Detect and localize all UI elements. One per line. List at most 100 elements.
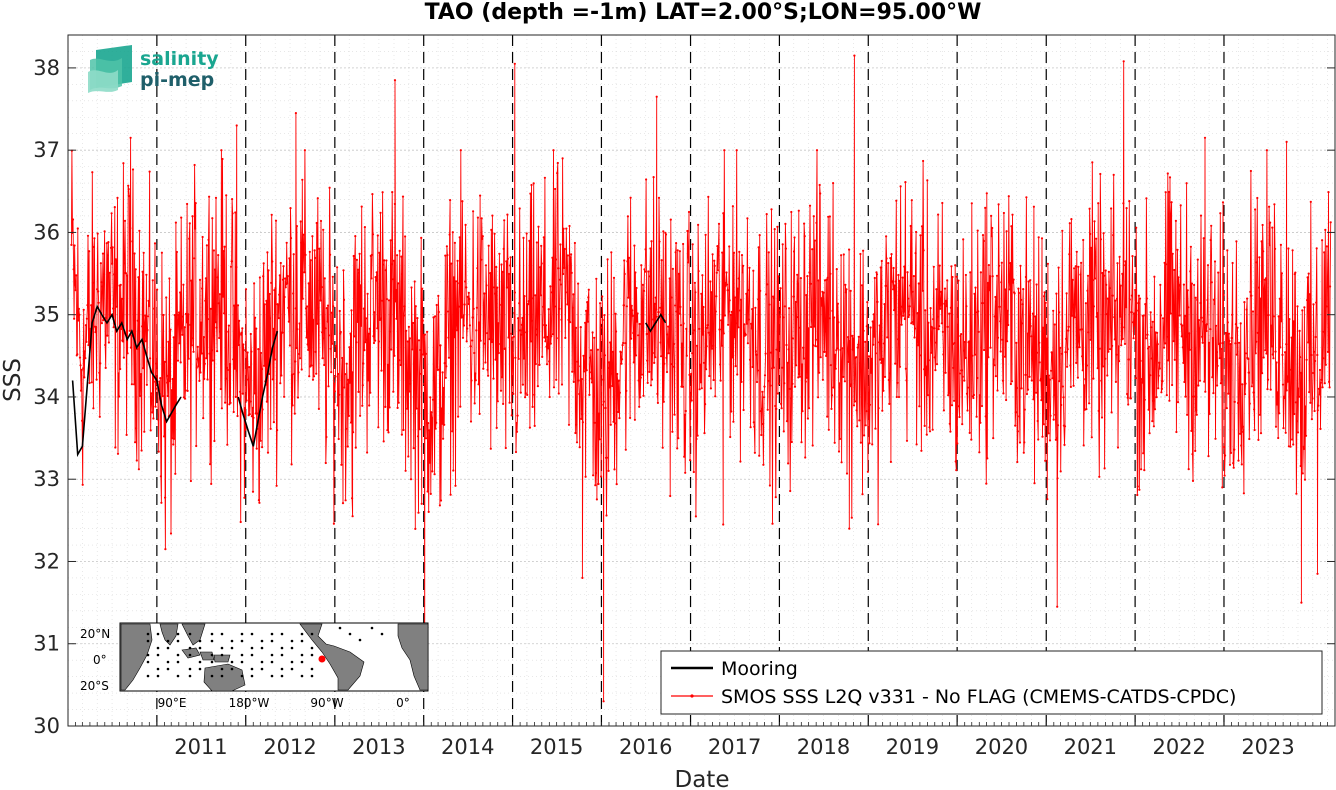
smos-data-point [890,253,893,256]
smos-data-point [903,265,906,268]
smos-data-point [652,176,655,179]
smos-data-point [337,372,340,376]
smos-data-point [677,272,680,275]
smos-data-point [473,402,476,405]
smos-data-point [214,196,218,199]
smos-data-point [794,300,797,304]
smos-data-point [915,230,918,234]
smos-data-point [1035,283,1038,286]
smos-data-point [513,311,516,315]
smos-data-point [223,312,226,315]
smos-data-point [915,443,918,446]
smos-data-point [434,315,437,318]
inset-map-station-dot [156,674,160,678]
smos-data-point [254,316,257,319]
smos-data-point [578,446,581,449]
smos-data-point [372,335,375,338]
smos-data-point [638,322,641,326]
smos-data-point [326,320,329,323]
smos-data-point [287,320,290,323]
smos-data-point [460,316,463,319]
smos-data-point [288,344,291,347]
smos-data-point [106,334,109,337]
smos-data-point [387,299,391,302]
smos-data-point [580,378,584,381]
smos-data-point [678,312,681,315]
smos-data-point [968,431,971,434]
smos-data-point [665,356,668,359]
smos-data-point [265,299,268,302]
smos-data-point [104,343,107,347]
smos-data-point [714,310,717,313]
smos-data-point [173,437,176,440]
smos-data-point [1164,191,1167,194]
smos-data-point [1228,339,1231,343]
inset-map-station-dot [280,667,284,671]
smos-data-point [400,433,403,436]
smos-data-point [660,259,663,262]
smos-data-point [101,252,105,255]
smos-data-point [593,421,596,424]
smos-data-point [902,314,905,317]
smos-data-point [130,334,133,337]
smos-data-point [342,298,346,301]
smos-data-point [329,347,332,350]
smos-data-point [307,282,310,285]
smos-data-point [795,364,798,367]
smos-data-point [1184,395,1187,398]
smos-data-point [1271,353,1274,356]
smos-data-point [330,311,333,314]
smos-data-point [381,191,384,194]
smos-data-point [290,463,293,466]
smos-data-point [840,461,843,464]
smos-data-point [1094,255,1097,258]
smos-data-point [455,320,458,323]
smos-data-point [521,383,525,386]
smos-data-point [206,378,209,381]
smos-data-point [239,390,242,393]
smos-data-point [494,292,497,295]
smos-data-point [1008,288,1011,291]
smos-data-point [510,414,513,417]
smos-data-point [223,245,226,248]
smos-data-point [1203,380,1206,383]
smos-data-point [1069,385,1072,388]
smos-data-point [253,282,256,285]
smos-data-point [774,404,777,408]
smos-data-point [576,360,579,363]
smos-data-point [359,284,362,287]
smos-data-point [1198,379,1202,382]
smos-data-point [1091,279,1094,282]
smos-data-point [146,315,150,318]
smos-data-point [1108,348,1112,351]
smos-data-point [1072,384,1075,387]
smos-data-point [566,303,569,306]
smos-data-point [828,317,831,320]
smos-data-point [1163,346,1166,349]
smos-data-point [246,360,249,363]
smos-data-point [239,520,242,524]
smos-data-point [463,303,466,306]
smos-data-point [723,149,726,152]
smos-data-point [308,375,311,378]
inset-map-station-dot [380,632,384,636]
smos-data-point [1324,228,1327,231]
smos-data-point [476,267,479,270]
smos-data-point [1196,298,1199,301]
smos-data-point [759,410,762,413]
smos-data-point [468,324,471,327]
smos-data-point [895,199,898,202]
smos-data-point [1198,327,1201,330]
smos-data-point [1302,445,1305,448]
smos-data-point [1247,371,1250,374]
inset-map-station-dot [210,653,214,657]
smos-data-point [198,278,202,281]
inset-map-station-dot [338,626,342,630]
smos-data-point [754,350,758,353]
smos-data-point [1006,340,1009,343]
smos-data-point [1105,313,1108,316]
smos-data-point [420,502,423,505]
smos-data-point [1100,416,1104,419]
smos-data-point [966,409,969,412]
smos-data-point [1268,244,1271,247]
